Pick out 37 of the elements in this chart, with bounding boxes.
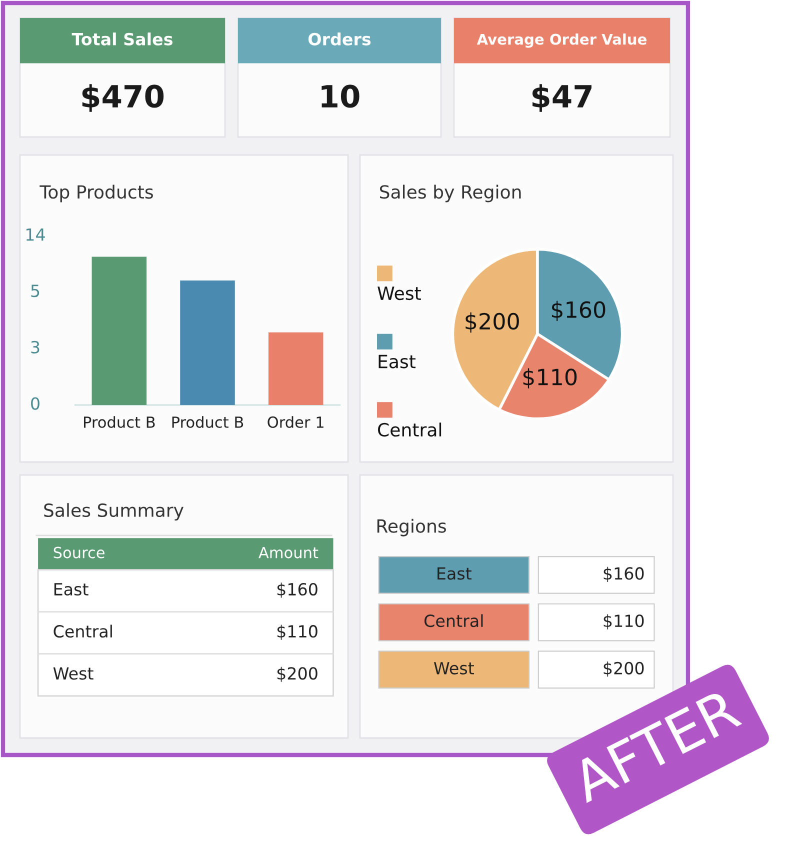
text: 14 xyxy=(26,228,45,241)
legend-label: Central xyxy=(378,422,442,437)
chart-title: Sales by Region xyxy=(380,184,521,202)
text: Orders xyxy=(308,32,371,46)
data-label: $160 xyxy=(552,300,606,321)
text: $110 xyxy=(604,614,644,630)
text: Average Order Value xyxy=(476,33,646,48)
text: $470 xyxy=(82,84,164,112)
text: $200 xyxy=(604,662,644,677)
text: Amount xyxy=(258,546,318,558)
chart-title: Top Products xyxy=(40,184,153,202)
text: Source xyxy=(54,546,104,558)
x-tick-label: Product B xyxy=(84,416,155,428)
text: 5 xyxy=(31,284,40,298)
category-label: West xyxy=(434,662,474,674)
text: Total Sales xyxy=(72,32,172,46)
text: 0 xyxy=(31,397,40,410)
legend-label: East xyxy=(378,354,416,368)
legend-label: West xyxy=(378,286,421,300)
category-label: East xyxy=(438,567,472,580)
text: $200 xyxy=(277,666,318,682)
data-label: $110 xyxy=(523,368,577,388)
x-tick-label: Order 1 xyxy=(268,416,324,428)
category-label: Central xyxy=(54,624,112,638)
text: $110 xyxy=(277,624,318,640)
text: 3 xyxy=(31,340,40,354)
text: Regions xyxy=(377,518,446,536)
text: 10 xyxy=(322,84,360,108)
text: $47 xyxy=(532,84,592,112)
data-label: $200 xyxy=(466,312,519,333)
text: $160 xyxy=(604,566,644,582)
x-tick-label: Product B xyxy=(172,416,244,428)
text: Sales Summary xyxy=(44,503,184,521)
category-label: Central xyxy=(424,614,483,628)
text: $160 xyxy=(277,582,318,598)
category-label: East xyxy=(54,583,88,596)
category-label: West xyxy=(53,667,94,680)
